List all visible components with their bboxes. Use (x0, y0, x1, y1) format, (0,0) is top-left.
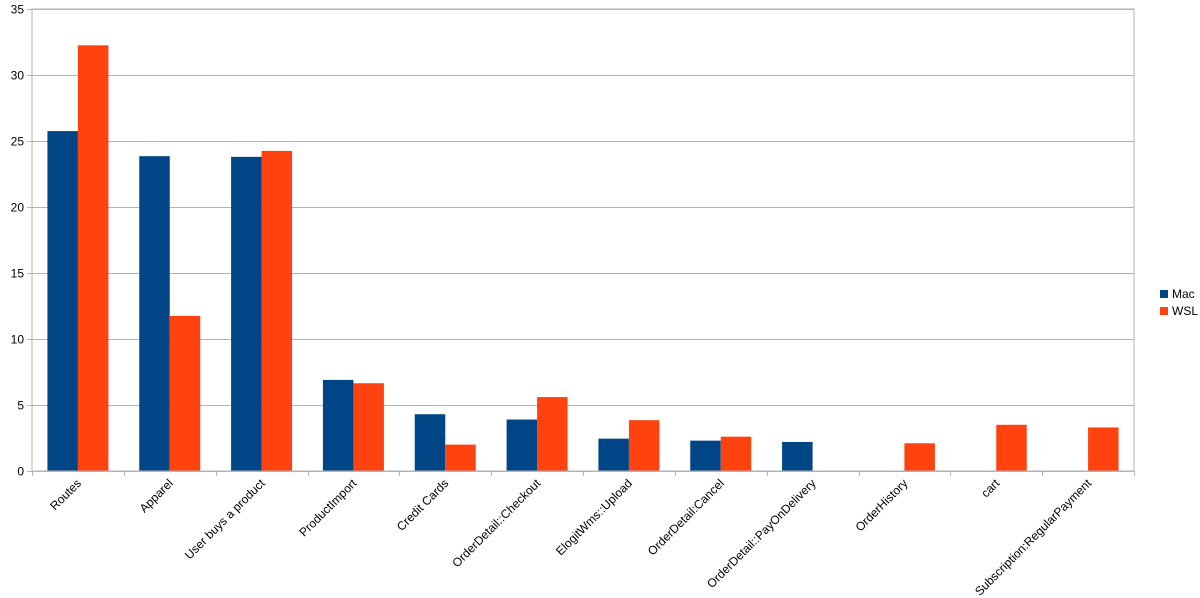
x-category-label: Routes (47, 476, 84, 513)
bar-wsl-0 (77, 45, 109, 472)
bar-wsl-2 (261, 150, 293, 471)
grid-lines (32, 9, 1134, 472)
x-category-label: OrderDetail::PayOnDelivery (704, 476, 819, 591)
bar-wsl-6 (628, 420, 660, 471)
bar-mac-2 (231, 156, 262, 471)
x-category-label: Credit Cards (394, 476, 452, 534)
x-category-label: ElogitWms::Upload (553, 476, 635, 558)
axes (27, 8, 1135, 476)
y-tick-label: 35 (11, 3, 25, 17)
bar-mac-3 (322, 379, 354, 471)
legend-label-mac: Mac (1172, 287, 1195, 301)
y-tick-labels: 0 5 10 15 20 25 30 35 (11, 3, 25, 479)
bar-wsl-1 (169, 315, 201, 471)
y-tick-label: 25 (11, 135, 25, 149)
bar-mac-7 (690, 440, 721, 471)
y-tick-label: 15 (11, 267, 25, 281)
legend-swatch-wsl (1160, 307, 1168, 315)
legend-label-wsl: WSL (1172, 304, 1198, 318)
bar-mac-5 (506, 419, 538, 471)
x-category-label: OrderDetail::Checkout (449, 476, 543, 570)
bar-wsl-9 (904, 443, 935, 471)
bar-wsl-3 (353, 383, 384, 471)
bar-wsl-10 (996, 424, 1027, 471)
bar-mac-8 (782, 441, 813, 471)
x-category-label: ProductImport (296, 476, 360, 540)
x-category-label: Apparel (137, 476, 176, 515)
y-tick-label: 5 (17, 399, 24, 413)
y-tick-label: 10 (11, 333, 25, 347)
bar-wsl-4 (445, 444, 476, 471)
bars (47, 45, 1119, 472)
bar-mac-1 (139, 156, 170, 471)
bar-mac-4 (414, 414, 446, 471)
bar-wsl-7 (720, 436, 752, 471)
x-category-label: OrderDetail:Cancel (645, 476, 727, 558)
bar-wsl-11 (1088, 427, 1119, 471)
bar-wsl-5 (537, 397, 568, 471)
bar-mac-6 (598, 438, 629, 471)
x-category-label: cart (978, 476, 1003, 501)
legend: Mac WSL (1160, 287, 1198, 318)
y-tick-label: 30 (11, 69, 25, 83)
legend-swatch-mac (1160, 290, 1168, 298)
x-category-label: User buys a product (182, 476, 268, 562)
y-tick-label: 0 (17, 465, 24, 479)
bar-mac-0 (47, 131, 78, 471)
x-category-label: OrderHistory (853, 476, 911, 534)
x-category-labels: Routes Apparel User buys a product ProductI… (47, 476, 1094, 598)
y-tick-label: 20 (11, 201, 25, 215)
